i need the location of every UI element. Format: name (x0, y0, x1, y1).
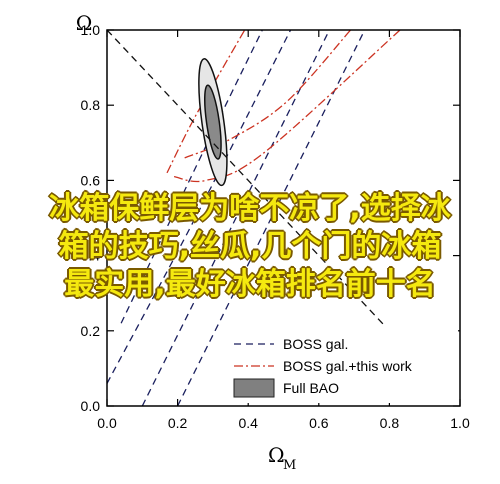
series-0-contour-3 (177, 30, 366, 406)
full-bao-ellipse-1 (203, 84, 222, 160)
x-tick-label-2: 0.4 (238, 415, 258, 431)
y-tick-label-2: 0.4 (81, 248, 101, 264)
series-0-contour-0 (107, 30, 292, 384)
axes-frame (106, 29, 461, 407)
series-0-contour-1 (141, 30, 330, 406)
legend-label-0: BOSS gal. (283, 336, 348, 352)
axis-ticks: 0.0 0.2 0.4 0.6 0.8 1.0 0.0 0.2 0.4 0.6 0.8 1.0 (81, 22, 470, 431)
x-axis-title: Ω M (268, 443, 296, 473)
x-tick-label-0: 0.0 (97, 415, 117, 431)
legend-label-1: BOSS gal.+this work (283, 358, 413, 374)
y-tick-label-0: 0.0 (81, 398, 101, 414)
axes-border (106, 29, 461, 407)
x-tick-label-3: 0.6 (309, 415, 329, 431)
x-tick-label-1: 0.2 (168, 415, 188, 431)
y-tick-label-1: 0.2 (81, 323, 101, 339)
series-1-contour-2 (173, 30, 401, 183)
legend-swatch-2 (233, 378, 275, 398)
x-axis-title-main: Ω (268, 443, 285, 467)
contours-layer (107, 30, 460, 406)
x-tick-label-5: 1.0 (450, 415, 470, 431)
legend: BOSS gal. BOSS gal.+this work Full BAO (225, 325, 458, 403)
reference-line-0 (107, 30, 460, 406)
x-axis-title-sub: M (283, 458, 296, 473)
y-tick-label-4: 0.8 (81, 97, 101, 113)
x-tick-label-4: 0.8 (380, 415, 400, 431)
y-axis-title: Ω (76, 11, 93, 35)
y-tick-label-3: 0.6 (81, 172, 101, 188)
y-tick-label-5: 1.0 (81, 22, 101, 38)
series-1-contour-0 (166, 30, 246, 174)
legend-label-2: Full BAO (283, 380, 339, 396)
